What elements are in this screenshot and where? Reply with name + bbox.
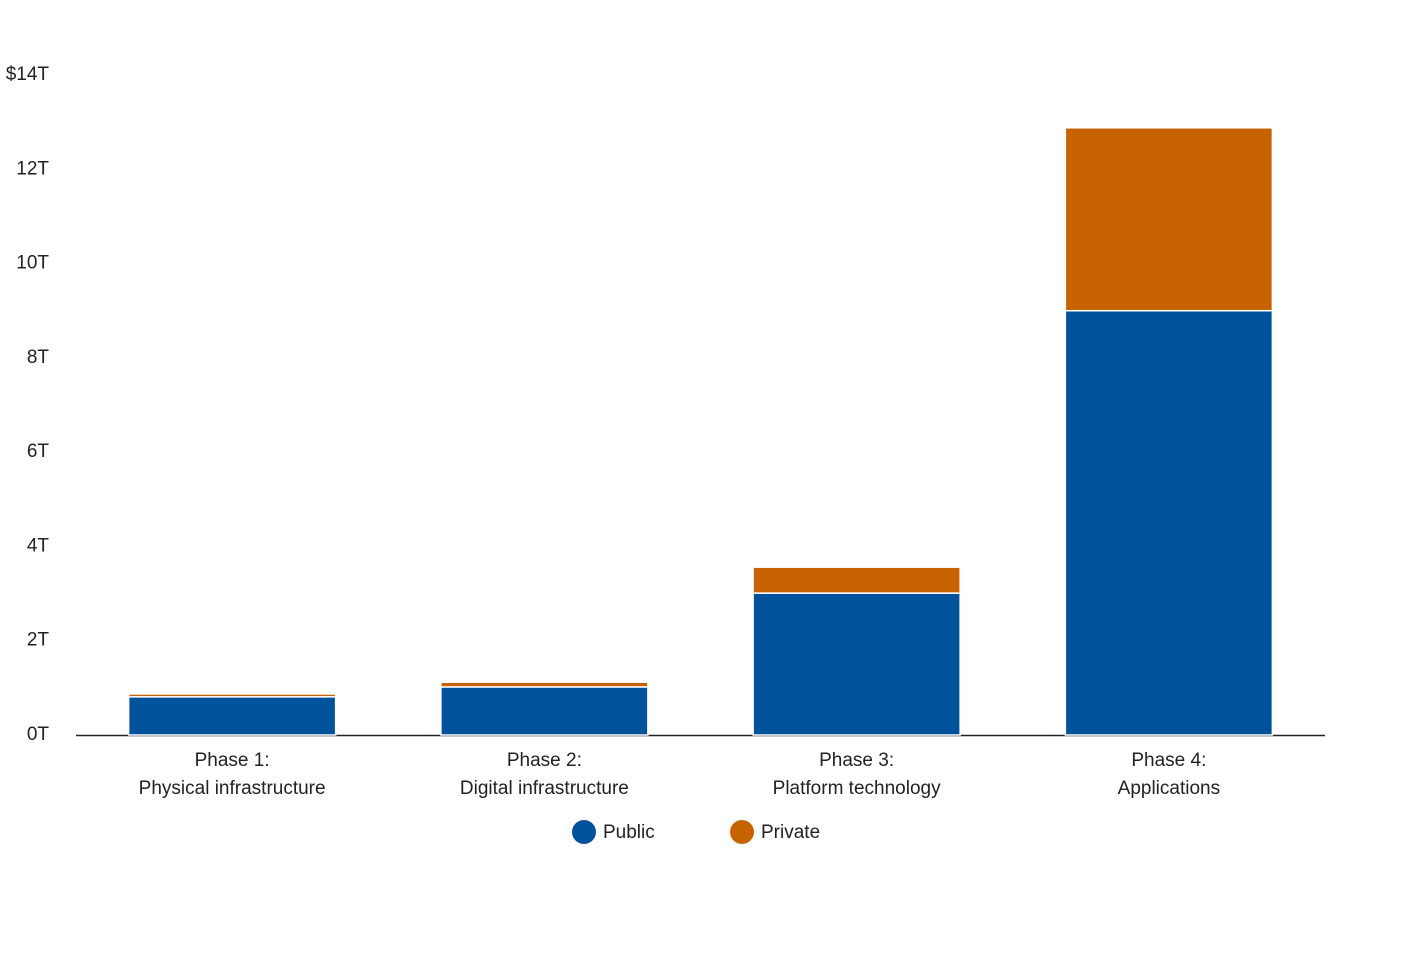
- y-tick-label: 8T: [27, 347, 50, 368]
- legend-marker: [572, 820, 596, 844]
- x-tick-label: Physical infrastructure: [139, 778, 326, 799]
- x-tick-label: Platform technology: [773, 778, 941, 799]
- x-tick-label: Phase 4:: [1131, 750, 1206, 771]
- x-tick-label: Phase 1:: [195, 750, 270, 771]
- x-tick-label: Phase 2:: [507, 750, 582, 771]
- legend-marker: [730, 820, 754, 844]
- bar-segment: [1064, 309, 1274, 736]
- x-tick-label: Phase 3:: [819, 750, 894, 771]
- bar-segment: [1064, 127, 1274, 312]
- bar-segment: [127, 693, 337, 698]
- bar-segment: [752, 566, 961, 594]
- y-tick-label: 2T: [27, 630, 50, 651]
- y-tick-label: $14T: [6, 64, 50, 85]
- bar-segment: [440, 686, 649, 736]
- x-tick-label: Applications: [1118, 778, 1220, 799]
- bar-segment: [752, 592, 961, 736]
- y-tick-label: 10T: [16, 253, 49, 274]
- legend-label: Public: [603, 822, 655, 843]
- bar-segment: [440, 681, 649, 688]
- y-tick-label: 0T: [27, 724, 50, 745]
- y-tick-label: 12T: [16, 158, 49, 179]
- legend-label: Private: [761, 822, 820, 843]
- y-tick-label: 6T: [27, 441, 50, 462]
- bar-segment: [127, 696, 337, 736]
- x-tick-label: Digital infrastructure: [460, 778, 629, 799]
- y-tick-label: 4T: [27, 535, 50, 556]
